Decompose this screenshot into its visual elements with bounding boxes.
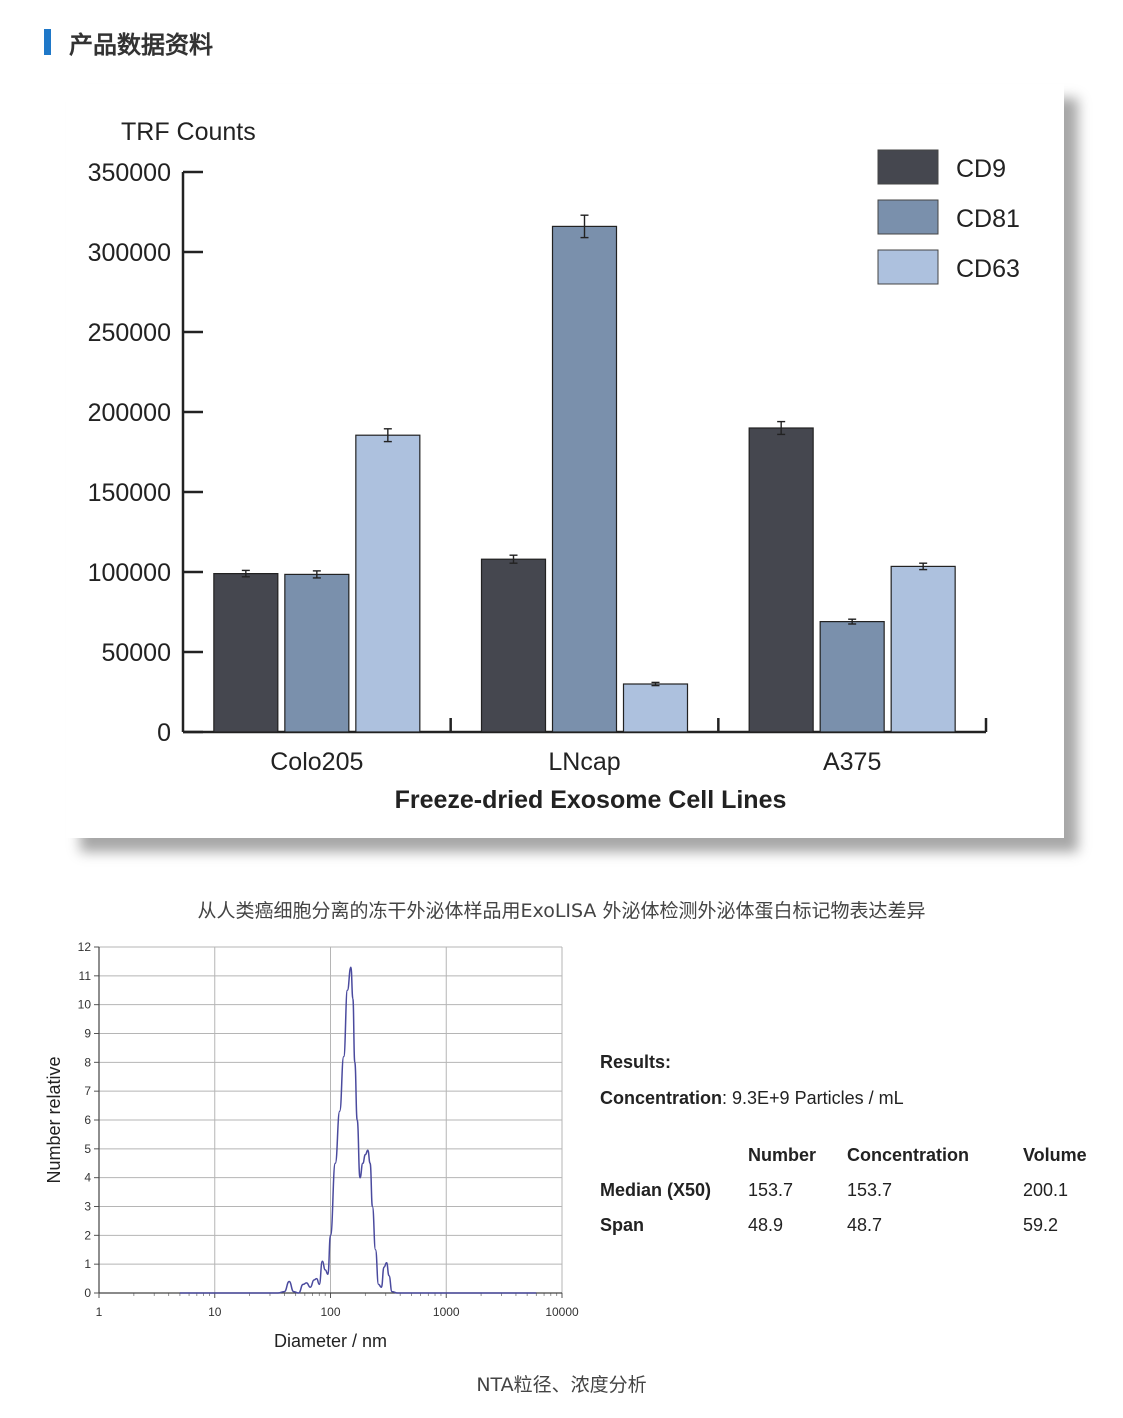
y-tick-label: 10 [78,998,92,1012]
y-tick-label: 12 [78,940,92,954]
bar-cd81-a375 [819,620,885,733]
x-axis-title: Diameter / nm [274,1331,387,1351]
y-tick-label: 8 [84,1055,91,1069]
bar-cd63-lncap [622,683,689,733]
results-cell: 200.1 [1023,1180,1069,1200]
y-tick-label: 4 [84,1171,91,1185]
y-tick-label: 100000 [88,559,171,587]
results-title: Results: [600,1052,672,1072]
y-tick-label: 2 [84,1228,91,1242]
bar-chart-panel: TRF Counts 0 50000 100000 150000 200000 250000… [66,84,1064,838]
x-axis-title: Freeze-dried Exosome Cell Lines [395,786,787,814]
section-title: 产品数据资料 [69,30,213,59]
figure1-caption: 从人类癌细胞分离的冻干外泌体样品用ExoLISA 外泌体检测外泌体蛋白标记物表达… [197,900,926,922]
legend-swatch-cd9 [877,149,939,185]
bar-cd9-a375 [748,427,814,733]
y-axis-title: Number relative [44,1056,64,1183]
bar-cd63-a375 [890,565,956,733]
results-row-label: Median (X50) [600,1180,712,1200]
x-tick-label: 10000 [545,1305,579,1319]
bar-cd81-colo205 [284,573,350,733]
size-distribution-line [179,966,537,1294]
x-category-label: LNcap [548,748,620,776]
y-tick-label: 0 [84,1286,91,1300]
results-row-label: Span [600,1215,645,1235]
y-axis-title: TRF Counts [121,118,256,146]
y-tick-label: 3 [84,1200,91,1214]
y-tick-label: 11 [79,969,92,983]
results-col-concentration: Concentration [847,1145,970,1165]
y-tick-label: 9 [84,1027,91,1041]
results-cell: 153.7 [748,1180,794,1200]
results-col-number: Number [748,1145,817,1165]
y-tick-label: 7 [84,1084,91,1098]
results-cell: 48.7 [847,1215,883,1235]
y-tick-label: 350000 [88,159,171,187]
y-tick-label: 200000 [88,399,171,427]
x-tick-label: 1 [96,1305,103,1319]
results-cell: 59.2 [1023,1215,1059,1235]
x-tick-label: 100 [320,1305,340,1319]
bar-chart: TRF Counts 0 50000 100000 150000 200000 250000… [88,118,1020,814]
y-tick-label: 150000 [88,479,171,507]
bar-cd9-colo205 [213,573,279,733]
bar-cd81-lncap [551,225,618,733]
y-tick-label: 6 [84,1113,91,1127]
figure2-caption: NTA粒径、浓度分析 [476,1374,647,1396]
section-accent-bar [44,29,51,55]
bar-cd63-colo205 [355,434,421,733]
concentration-value: : 9.3E+9 Particles / mL [722,1088,904,1108]
bar-cd9-lncap [480,558,547,733]
results-cell: 153.7 [847,1180,893,1200]
results-col-volume: Volume [1023,1145,1087,1165]
x-category-label: A375 [823,748,881,776]
y-tick-label: 0 [157,719,171,747]
y-tick-label: 50000 [101,639,171,667]
results-cell: 48.9 [748,1215,784,1235]
legend-swatch-cd63 [877,249,939,285]
x-tick-label: 10 [208,1305,222,1319]
section-header: 产品数据资料 [44,26,213,59]
legend-label-cd63: CD63 [956,255,1020,283]
y-tick-label: 250000 [88,319,171,347]
y-tick-label: 1 [84,1257,91,1271]
legend-swatch-cd81 [877,199,939,235]
y-tick-label: 300000 [88,239,171,267]
concentration-line: Concentration: 9.3E+9 Particles / mL [600,1088,904,1109]
legend-label-cd81: CD81 [956,205,1020,233]
y-tick-label: 5 [84,1142,91,1156]
x-tick-label: 1000 [433,1305,460,1319]
concentration-label: Concentration [600,1088,723,1108]
legend-label-cd9: CD9 [956,155,1006,183]
x-category-label: Colo205 [270,748,363,776]
